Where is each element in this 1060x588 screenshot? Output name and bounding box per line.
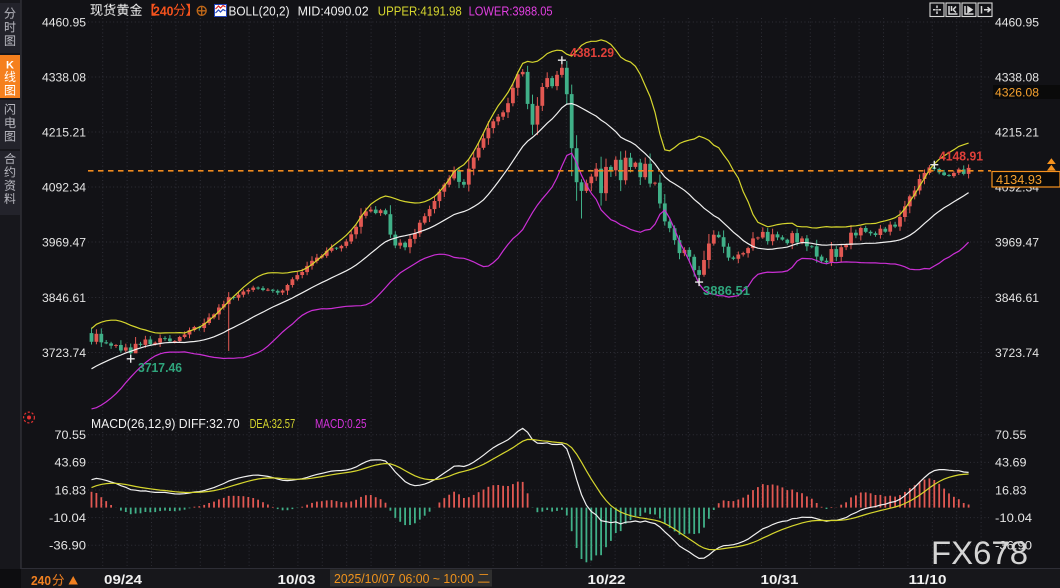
- svg-text:3846.61: 3846.61: [995, 291, 1039, 305]
- svg-text:70.55: 70.55: [995, 428, 1027, 442]
- svg-text:4338.08: 4338.08: [42, 70, 86, 84]
- svg-text:FX678: FX678: [931, 535, 1028, 571]
- svg-text:-36.90: -36.90: [995, 539, 1032, 553]
- svg-text:MACD:0.25: MACD:0.25: [315, 416, 367, 431]
- svg-text:-10.04: -10.04: [995, 511, 1032, 525]
- svg-text:4460.95: 4460.95: [995, 15, 1039, 29]
- svg-text:-10.04: -10.04: [49, 511, 86, 525]
- svg-text:-36.90: -36.90: [49, 539, 86, 553]
- svg-text:K: K: [6, 60, 14, 72]
- svg-text:3717.46: 3717.46: [138, 360, 182, 375]
- svg-text:3846.61: 3846.61: [42, 291, 86, 305]
- svg-text:4215.21: 4215.21: [42, 125, 86, 139]
- svg-text:UPPER:4191.98: UPPER:4191.98: [378, 4, 462, 19]
- svg-text:3723.74: 3723.74: [42, 346, 86, 360]
- svg-text:4092.34: 4092.34: [42, 180, 86, 194]
- svg-text:43.69: 43.69: [995, 456, 1027, 470]
- svg-text:4460.95: 4460.95: [42, 15, 86, 29]
- svg-text:11/10: 11/10: [909, 573, 947, 587]
- svg-text:4134.93: 4134.93: [996, 173, 1042, 187]
- svg-text:2025/10/07 06:00 ~ 10:00: 2025/10/07 06:00 ~ 10:00: [334, 572, 474, 586]
- svg-text:10/03: 10/03: [278, 573, 316, 587]
- svg-text:BOLL(20,2): BOLL(20,2): [229, 4, 290, 19]
- svg-text:4326.08: 4326.08: [995, 86, 1039, 100]
- svg-text:43.69: 43.69: [55, 456, 87, 470]
- svg-text:3723.74: 3723.74: [995, 346, 1039, 360]
- svg-text:240: 240: [31, 574, 51, 588]
- svg-text:09/24: 09/24: [104, 573, 142, 587]
- svg-text:16.83: 16.83: [995, 483, 1027, 497]
- svg-text:4338.08: 4338.08: [995, 70, 1039, 84]
- svg-text:LOWER:3988.05: LOWER:3988.05: [469, 4, 553, 19]
- svg-text:240: 240: [153, 3, 174, 18]
- svg-text:10/31: 10/31: [761, 573, 799, 587]
- svg-text:MACD(26,12,9) DIFF:32.70: MACD(26,12,9) DIFF:32.70: [91, 416, 240, 431]
- svg-text:16.83: 16.83: [55, 483, 87, 497]
- svg-text:MID:4090.02: MID:4090.02: [298, 4, 369, 19]
- svg-text:70.55: 70.55: [55, 428, 87, 442]
- svg-text:3969.47: 3969.47: [995, 235, 1039, 249]
- svg-text:DEA:32.57: DEA:32.57: [250, 416, 296, 431]
- svg-text:4215.21: 4215.21: [995, 125, 1039, 139]
- svg-text:4148.91: 4148.91: [939, 149, 983, 164]
- svg-text:4381.29: 4381.29: [570, 45, 614, 60]
- svg-text:3886.51: 3886.51: [703, 283, 750, 298]
- svg-text:10/22: 10/22: [588, 573, 626, 587]
- svg-text:3969.47: 3969.47: [42, 235, 86, 249]
